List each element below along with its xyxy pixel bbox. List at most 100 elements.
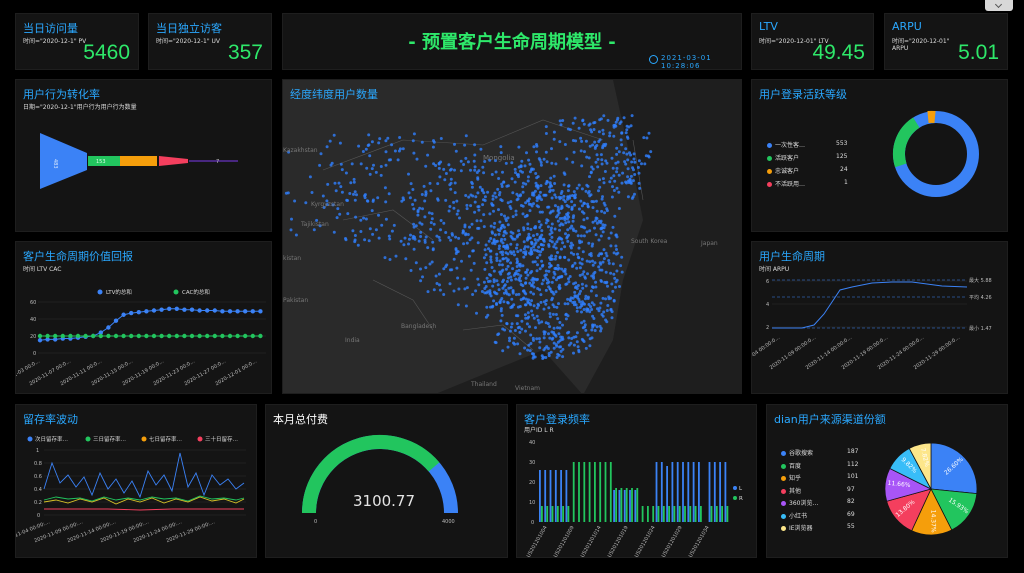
user-dot [579, 234, 583, 238]
user-dot [449, 187, 453, 191]
user-dot [560, 275, 563, 279]
freq-title: 客户登录频率 [524, 413, 590, 426]
user-dot [558, 255, 562, 259]
user-dot [570, 337, 574, 340]
user-dot [336, 207, 340, 211]
user-dot [624, 131, 628, 135]
user-dot [332, 230, 336, 234]
user-dot [556, 340, 560, 344]
user-dot [413, 237, 417, 241]
user-dot [557, 332, 561, 336]
user-dot [384, 163, 388, 167]
user-dot [489, 237, 493, 240]
user-dot [554, 254, 558, 258]
user-dot [561, 119, 565, 122]
user-dot [476, 177, 480, 181]
retention-legend: 三日留存率… [93, 435, 126, 443]
user-dot [545, 345, 549, 349]
user-dot [550, 257, 554, 261]
freq-bar-l [618, 490, 621, 522]
user-dot [537, 245, 541, 249]
user-dot [496, 283, 500, 287]
user-dot [344, 237, 347, 240]
user-dot [562, 194, 566, 198]
user-dot [540, 210, 544, 214]
user-dot [442, 221, 446, 225]
user-dot [452, 257, 456, 261]
user-dot [605, 209, 609, 213]
user-dot [493, 233, 497, 237]
user-dot [474, 289, 478, 293]
user-dot [615, 170, 619, 174]
user-dot [528, 349, 532, 353]
retention-xticks: 2020-11-04 00:00:…2020-11-09 00:00:…2020… [16, 519, 216, 544]
user-dot [609, 244, 613, 248]
user-dot [609, 296, 613, 300]
user-dot [611, 262, 615, 266]
window-control-button[interactable] [985, 0, 1013, 11]
user-dot [498, 191, 502, 194]
user-dot [568, 275, 572, 278]
user-dot [595, 325, 599, 329]
user-dot [469, 168, 472, 172]
user-dot [515, 198, 519, 202]
freq-panel: 客户登录频率 用户ID L R 40 30 20 10 0 L R US2012… [516, 404, 757, 558]
user-dot [532, 304, 536, 308]
user-dot [548, 315, 552, 319]
user-dot [564, 317, 568, 321]
user-dot [508, 336, 511, 340]
user-dot [514, 171, 517, 175]
user-dot [442, 167, 446, 171]
user-dot [553, 227, 557, 231]
user-dot [570, 265, 574, 268]
user-dot [588, 310, 592, 314]
freq-xtick: US201201014 [580, 525, 603, 558]
freq-bar-r [668, 506, 670, 522]
user-dot [572, 190, 576, 194]
user-dot [554, 162, 558, 166]
user-dot [588, 229, 592, 233]
retention-ytick: 0.8 [34, 461, 42, 467]
user-dot [444, 172, 448, 175]
kpi-uv-title: 当日独立访客 [156, 22, 222, 35]
user-dot [586, 184, 590, 188]
pie-slice [930, 488, 978, 531]
lifecycle-panel: 用户生命周期 时间 ARPU 6 4 2 最大 5.88 平均 4.26 最小 … [751, 241, 1008, 394]
user-dot [556, 317, 560, 321]
user-dot [454, 149, 458, 153]
user-dot [516, 342, 520, 346]
user-dot [514, 277, 518, 281]
user-dot [560, 237, 564, 241]
user-dot [483, 160, 487, 163]
user-dot [501, 349, 505, 353]
user-dot [449, 238, 453, 242]
user-dot [366, 199, 370, 203]
user-dot [588, 175, 591, 179]
user-dot [539, 250, 543, 254]
payment-value: 3100.77 [352, 492, 416, 510]
user-dot [467, 195, 471, 199]
user-dot [557, 195, 561, 199]
user-dot [407, 172, 410, 176]
user-dot [591, 167, 595, 171]
user-dot [514, 314, 518, 318]
freq-xtick: US201201024 [634, 525, 657, 558]
user-dot [581, 286, 585, 290]
user-dot [530, 284, 534, 288]
user-dot [525, 268, 529, 272]
user-dot [574, 285, 578, 289]
user-dot [419, 267, 422, 271]
funnel-label-2: 153 [96, 159, 106, 165]
series-point [106, 333, 111, 339]
user-dot [541, 357, 545, 360]
user-dot [649, 150, 653, 154]
user-dot [555, 356, 559, 359]
user-dot [611, 166, 615, 170]
user-dot [484, 253, 488, 257]
user-dot [519, 274, 523, 278]
source-value: 55 [847, 523, 855, 530]
user-dot [612, 174, 616, 178]
user-dot [483, 248, 487, 252]
user-dot [500, 297, 504, 300]
user-dot [567, 215, 571, 219]
